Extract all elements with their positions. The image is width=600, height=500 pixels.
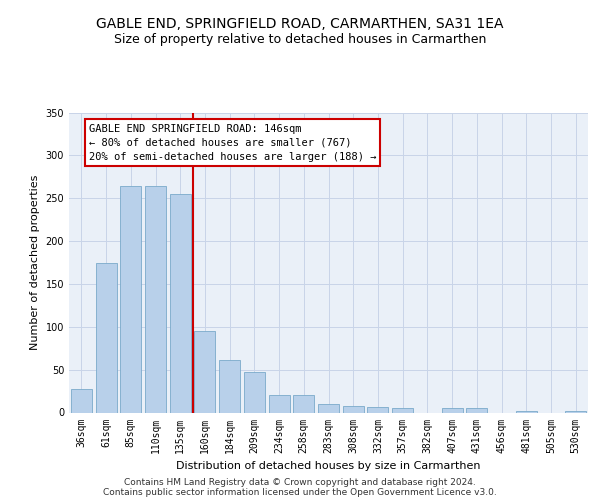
Bar: [269, 396, 290, 412]
Bar: [516, 411, 537, 412]
Bar: [565, 411, 586, 412]
Bar: [95, 262, 116, 412]
Bar: [367, 408, 388, 412]
Text: Contains HM Land Registry data © Crown copyright and database right 2024.: Contains HM Land Registry data © Crown c…: [124, 478, 476, 487]
Bar: [392, 408, 413, 412]
Bar: [244, 372, 265, 412]
Bar: [343, 406, 364, 412]
Bar: [71, 390, 92, 412]
Bar: [145, 186, 166, 412]
Bar: [318, 404, 339, 412]
Y-axis label: Number of detached properties: Number of detached properties: [30, 175, 40, 350]
Text: Contains public sector information licensed under the Open Government Licence v3: Contains public sector information licen…: [103, 488, 497, 497]
Bar: [219, 360, 240, 412]
Bar: [442, 408, 463, 412]
Text: Size of property relative to detached houses in Carmarthen: Size of property relative to detached ho…: [114, 32, 486, 46]
Text: GABLE END, SPRINGFIELD ROAD, CARMARTHEN, SA31 1EA: GABLE END, SPRINGFIELD ROAD, CARMARTHEN,…: [96, 18, 504, 32]
Bar: [170, 194, 191, 412]
Bar: [194, 331, 215, 412]
X-axis label: Distribution of detached houses by size in Carmarthen: Distribution of detached houses by size …: [176, 461, 481, 471]
Bar: [466, 408, 487, 412]
Bar: [293, 396, 314, 412]
Bar: [120, 186, 141, 412]
Text: GABLE END SPRINGFIELD ROAD: 146sqm
← 80% of detached houses are smaller (767)
20: GABLE END SPRINGFIELD ROAD: 146sqm ← 80%…: [89, 124, 376, 162]
